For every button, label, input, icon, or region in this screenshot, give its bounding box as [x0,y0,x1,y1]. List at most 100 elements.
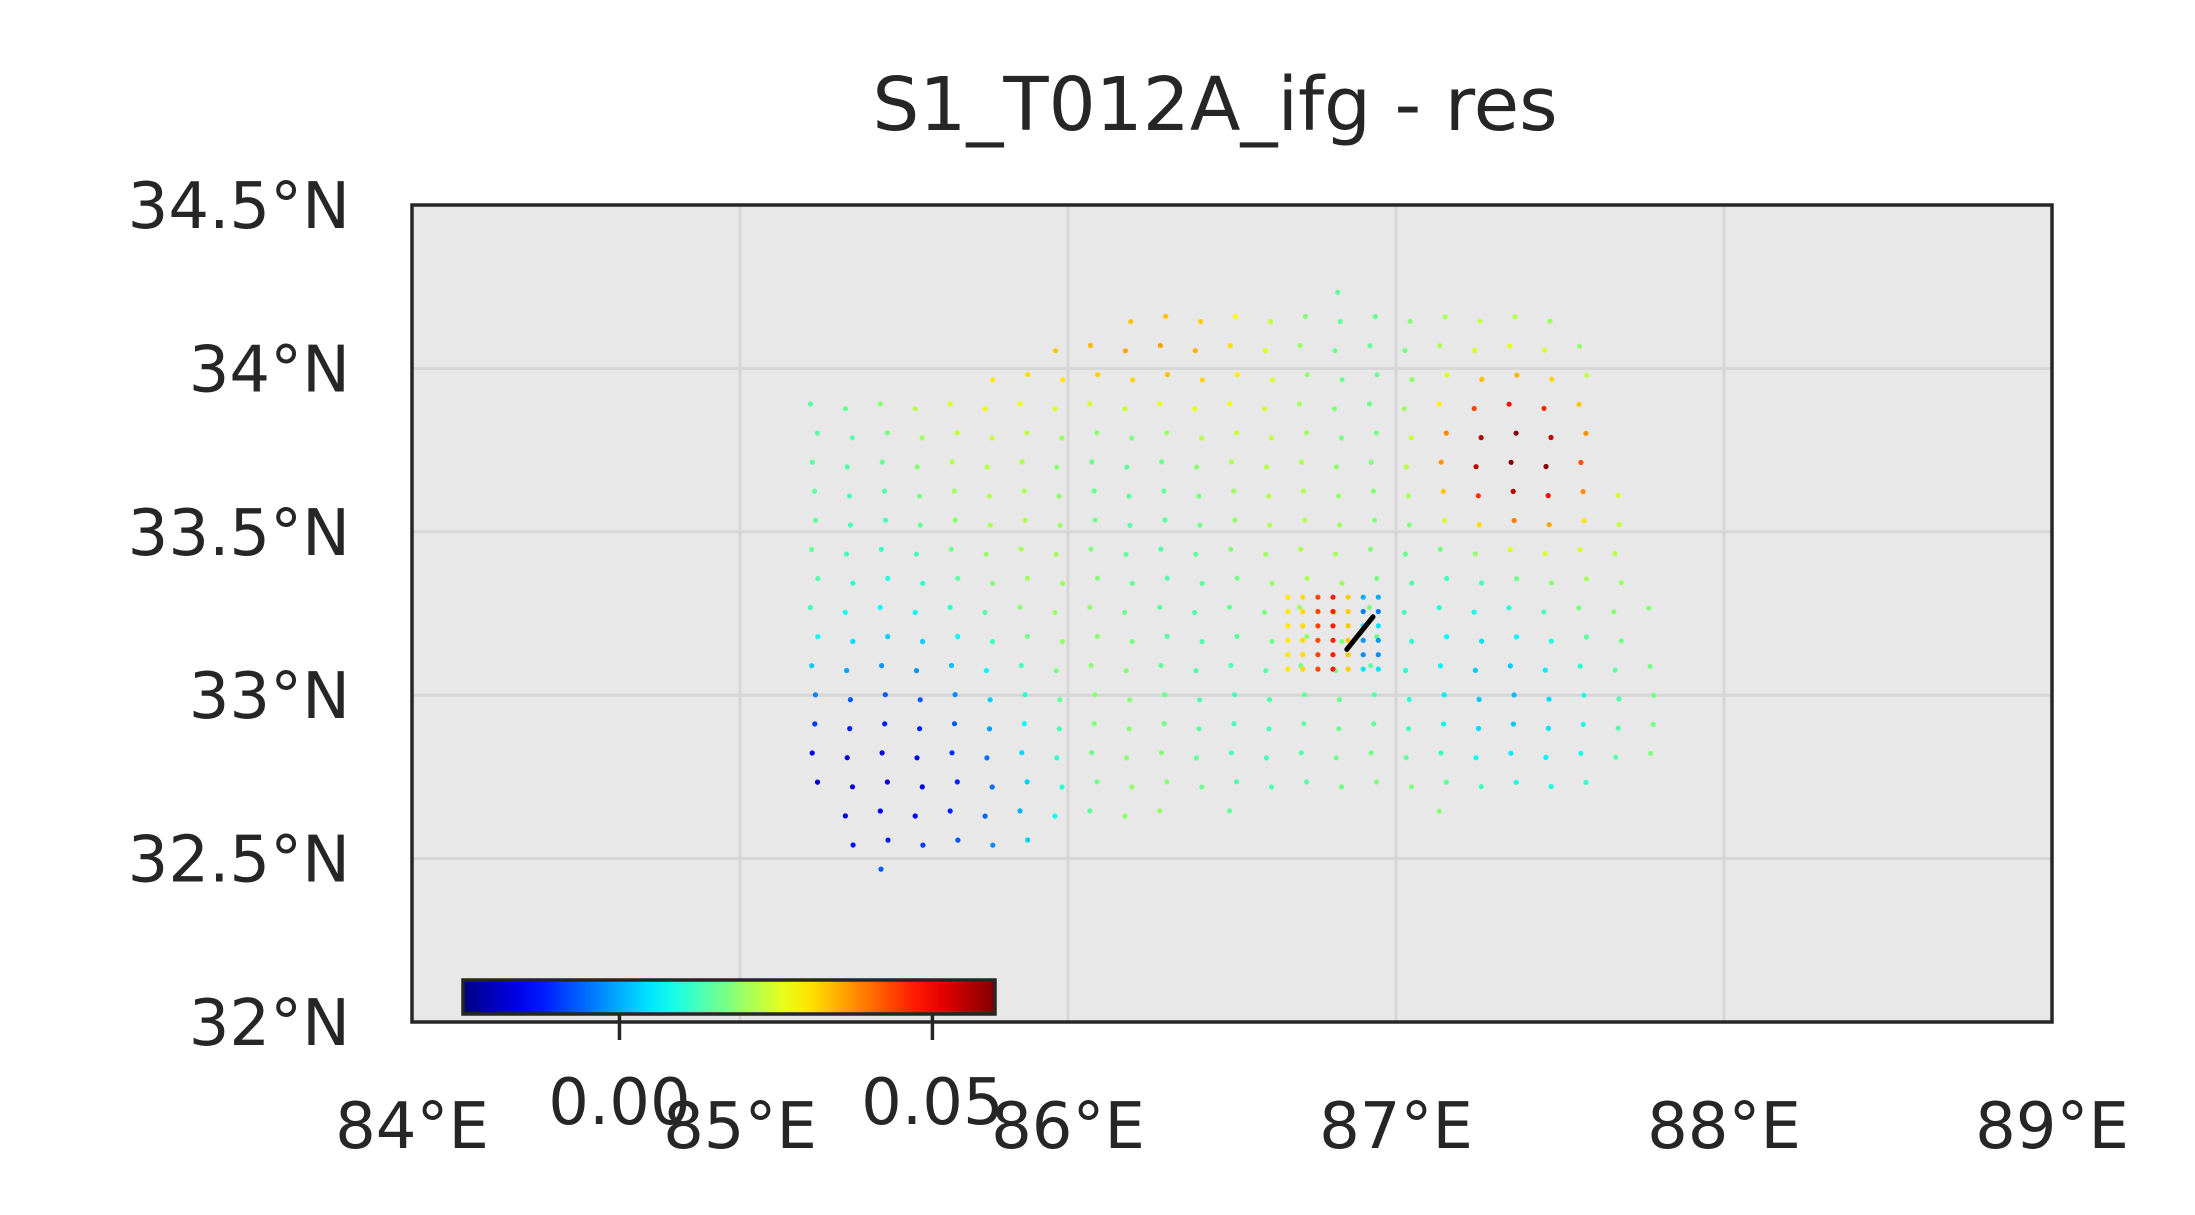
data-point [984,755,990,761]
data-point [917,522,924,528]
fault-trace [1344,614,1376,652]
data-point [1022,692,1028,698]
data-point [1163,313,1169,319]
data-point [1158,662,1164,669]
data-point [954,430,960,436]
y-tick-label: 32.5°N [128,824,350,898]
data-point [989,435,995,441]
data-point [1199,784,1205,790]
data-point [1616,521,1622,528]
data-point [1226,604,1233,610]
data-point [1330,652,1336,658]
data-point [884,779,891,785]
data-point [1130,377,1136,383]
data-point [1546,522,1552,528]
data-point [1375,637,1381,643]
data-point [850,638,856,645]
data-point [1375,608,1381,615]
data-point [1266,697,1273,703]
data-point [990,842,996,848]
data-point [1616,696,1622,702]
data-point [989,639,996,645]
data-point [1332,348,1338,354]
data-point [1472,347,1478,353]
data-point [1234,779,1240,785]
data-point [1479,638,1485,644]
data-point [1333,755,1339,761]
data-point [1129,639,1135,645]
data-point [1087,342,1094,349]
data-point [1511,692,1517,698]
data-point [1330,637,1336,643]
data-point [1408,784,1414,790]
data-point [844,464,850,470]
data-point [983,668,990,674]
data-point [1199,435,1205,441]
data-point [1336,726,1342,732]
data-point [1056,726,1062,732]
data-point [1059,580,1066,587]
data-point [1315,637,1321,643]
data-point [912,813,918,819]
data-point [813,517,819,523]
data-point [1267,319,1274,325]
data-point [913,551,920,557]
data-point [1301,488,1307,494]
data-point [1057,522,1063,528]
data-point [1374,372,1380,378]
data-point [1127,697,1133,703]
data-point [809,663,815,669]
data-point [1157,342,1163,349]
data-point [1507,663,1513,669]
data-point [1444,372,1450,378]
data-point [1478,784,1484,790]
data-point [849,435,855,441]
data-point [1315,652,1321,658]
data-point [1088,662,1094,669]
data-point [1612,551,1618,557]
data-point [1401,406,1407,412]
data-point [1124,464,1130,470]
data-point [1436,808,1442,814]
data-point [1615,725,1621,731]
data-point [812,488,818,494]
data-point [1578,750,1584,757]
data-point [1266,493,1272,499]
data-point [982,813,988,819]
data-point [1513,779,1519,785]
data-point [1339,638,1345,645]
data-point [1345,666,1351,672]
data-point [1478,435,1484,441]
data-point [844,755,850,761]
data-point [846,493,853,499]
data-point [990,377,996,383]
data-point [1193,551,1199,557]
data-point [1513,634,1520,640]
colorbar-tick-label: 0.00 [548,1066,691,1140]
data-point [1263,551,1269,557]
data-point [1301,692,1308,698]
data-point [1472,667,1478,673]
data-point [850,842,856,848]
data-point [1366,401,1372,407]
data-point [1129,435,1135,441]
data-point [948,546,954,552]
data-point [1234,372,1240,378]
data-point [1330,666,1336,672]
data-point [1197,697,1203,703]
data-point [1162,692,1168,698]
data-point [878,546,885,552]
data-point [1403,464,1409,470]
data-point [1576,401,1582,407]
data-point [1612,667,1618,673]
data-point [1199,639,1205,645]
data-point [1059,639,1065,645]
data-point [1372,314,1378,320]
data-point [1198,319,1204,325]
data-point [1229,459,1235,465]
data-point [1199,580,1205,587]
data-point [949,459,955,465]
data-point [1231,488,1237,494]
data-point [1409,638,1415,644]
data-point [1513,430,1519,436]
